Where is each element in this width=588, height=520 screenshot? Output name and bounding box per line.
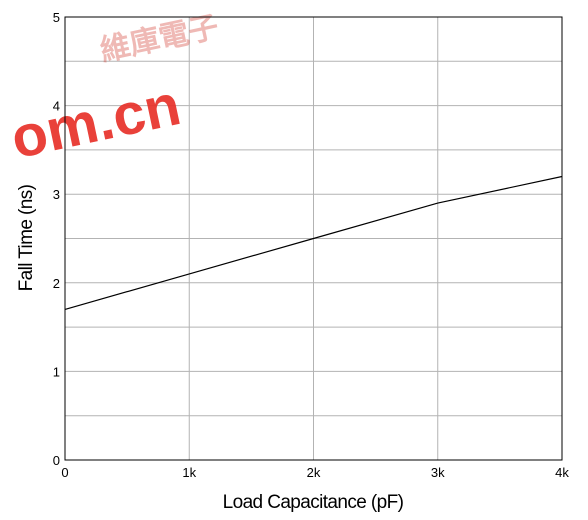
x-tick-label: 1k xyxy=(182,465,196,480)
grid xyxy=(65,17,562,460)
fall-time-series-line xyxy=(64,175,563,310)
x-axis-title: Load Capacitance (pF) xyxy=(223,492,404,513)
y-tick-label: 4 xyxy=(53,99,60,114)
y-tick-label: 1 xyxy=(53,364,60,379)
x-tick-label: 4k xyxy=(555,465,569,480)
x-tick-label: 3k xyxy=(431,465,445,480)
y-tick-labels: 0 1 2 3 4 5 xyxy=(53,10,60,468)
y-tick-label: 3 xyxy=(53,187,60,202)
watermark-latin-text: om.cn xyxy=(5,72,186,171)
y-axis-title: Fall Time (ns) xyxy=(16,184,37,291)
y-tick-label: 5 xyxy=(53,10,60,25)
watermark-cjk-text: 維庫電子 xyxy=(97,10,222,69)
x-tick-label: 0 xyxy=(61,465,68,480)
x-tick-label: 2k xyxy=(307,465,321,480)
plot-frame xyxy=(64,16,563,461)
series-layer xyxy=(64,175,563,310)
y-tick-label: 2 xyxy=(53,276,60,291)
x-tick-labels: 0 1k 2k 3k 4k xyxy=(61,465,569,480)
y-tick-label: 0 xyxy=(53,453,60,468)
